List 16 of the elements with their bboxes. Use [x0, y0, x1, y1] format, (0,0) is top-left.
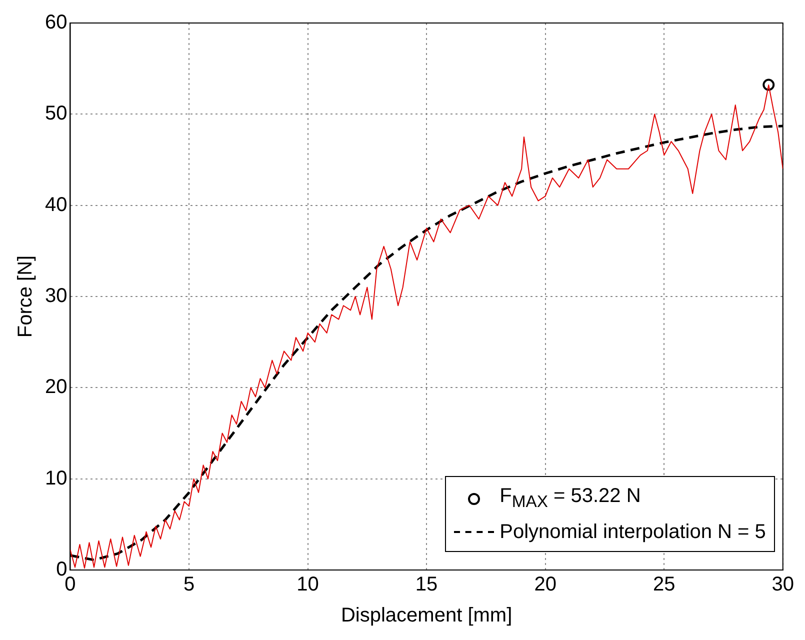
legend-label: F$_{MAX}$ = 53.22 N	[500, 484, 641, 513]
x-tick-label: 30	[772, 574, 794, 596]
x-tick-label: 10	[296, 574, 319, 596]
y-tick-label: 10	[44, 467, 68, 490]
y-tick-label: 50	[44, 102, 68, 125]
x-tick-label: 15	[415, 574, 438, 596]
x-tick-label: 5	[183, 574, 195, 596]
y-tick-label: 20	[44, 376, 68, 398]
y-tick-label: 60	[44, 12, 68, 34]
y-axis-title: Force [N]	[14, 255, 37, 338]
x-tick-label: 20	[534, 574, 556, 596]
x-tick-label: 25	[652, 574, 676, 596]
legend-label: Polynomial interpolation N = 5	[500, 520, 766, 545]
y-tick-label: 40	[44, 194, 68, 216]
y-tick-label: 30	[44, 285, 68, 308]
x-axis-title: Displacement [mm]	[340, 604, 512, 627]
